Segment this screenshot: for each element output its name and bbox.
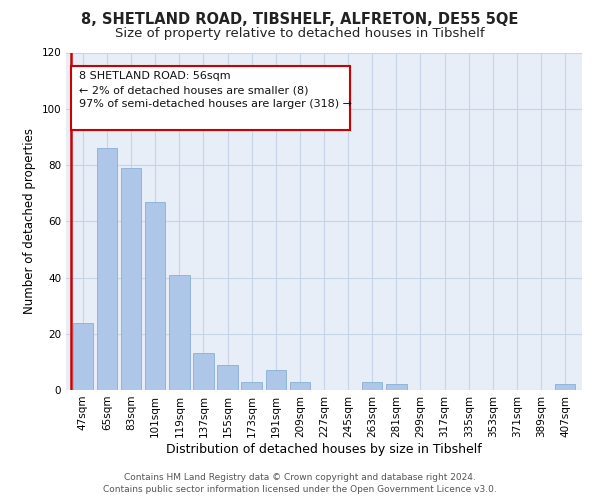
- Y-axis label: Number of detached properties: Number of detached properties: [23, 128, 36, 314]
- Bar: [217, 364, 238, 390]
- Bar: [193, 354, 214, 390]
- X-axis label: Distribution of detached houses by size in Tibshelf: Distribution of detached houses by size …: [166, 442, 482, 456]
- Bar: [73, 322, 93, 390]
- Bar: [555, 384, 575, 390]
- Text: 8, SHETLAND ROAD, TIBSHELF, ALFRETON, DE55 5QE: 8, SHETLAND ROAD, TIBSHELF, ALFRETON, DE…: [82, 12, 518, 28]
- Bar: [121, 168, 142, 390]
- Text: Size of property relative to detached houses in Tibshelf: Size of property relative to detached ho…: [115, 28, 485, 40]
- Bar: [241, 382, 262, 390]
- Bar: [97, 148, 117, 390]
- Text: Contains HM Land Registry data © Crown copyright and database right 2024.
Contai: Contains HM Land Registry data © Crown c…: [103, 473, 497, 494]
- Text: 8 SHETLAND ROAD: 56sqm
← 2% of detached houses are smaller (8)
97% of semi-detac: 8 SHETLAND ROAD: 56sqm ← 2% of detached …: [79, 71, 352, 109]
- Bar: [290, 382, 310, 390]
- FancyBboxPatch shape: [71, 66, 350, 130]
- Bar: [362, 382, 382, 390]
- Bar: [145, 202, 166, 390]
- Bar: [266, 370, 286, 390]
- Bar: [386, 384, 407, 390]
- Bar: [169, 274, 190, 390]
